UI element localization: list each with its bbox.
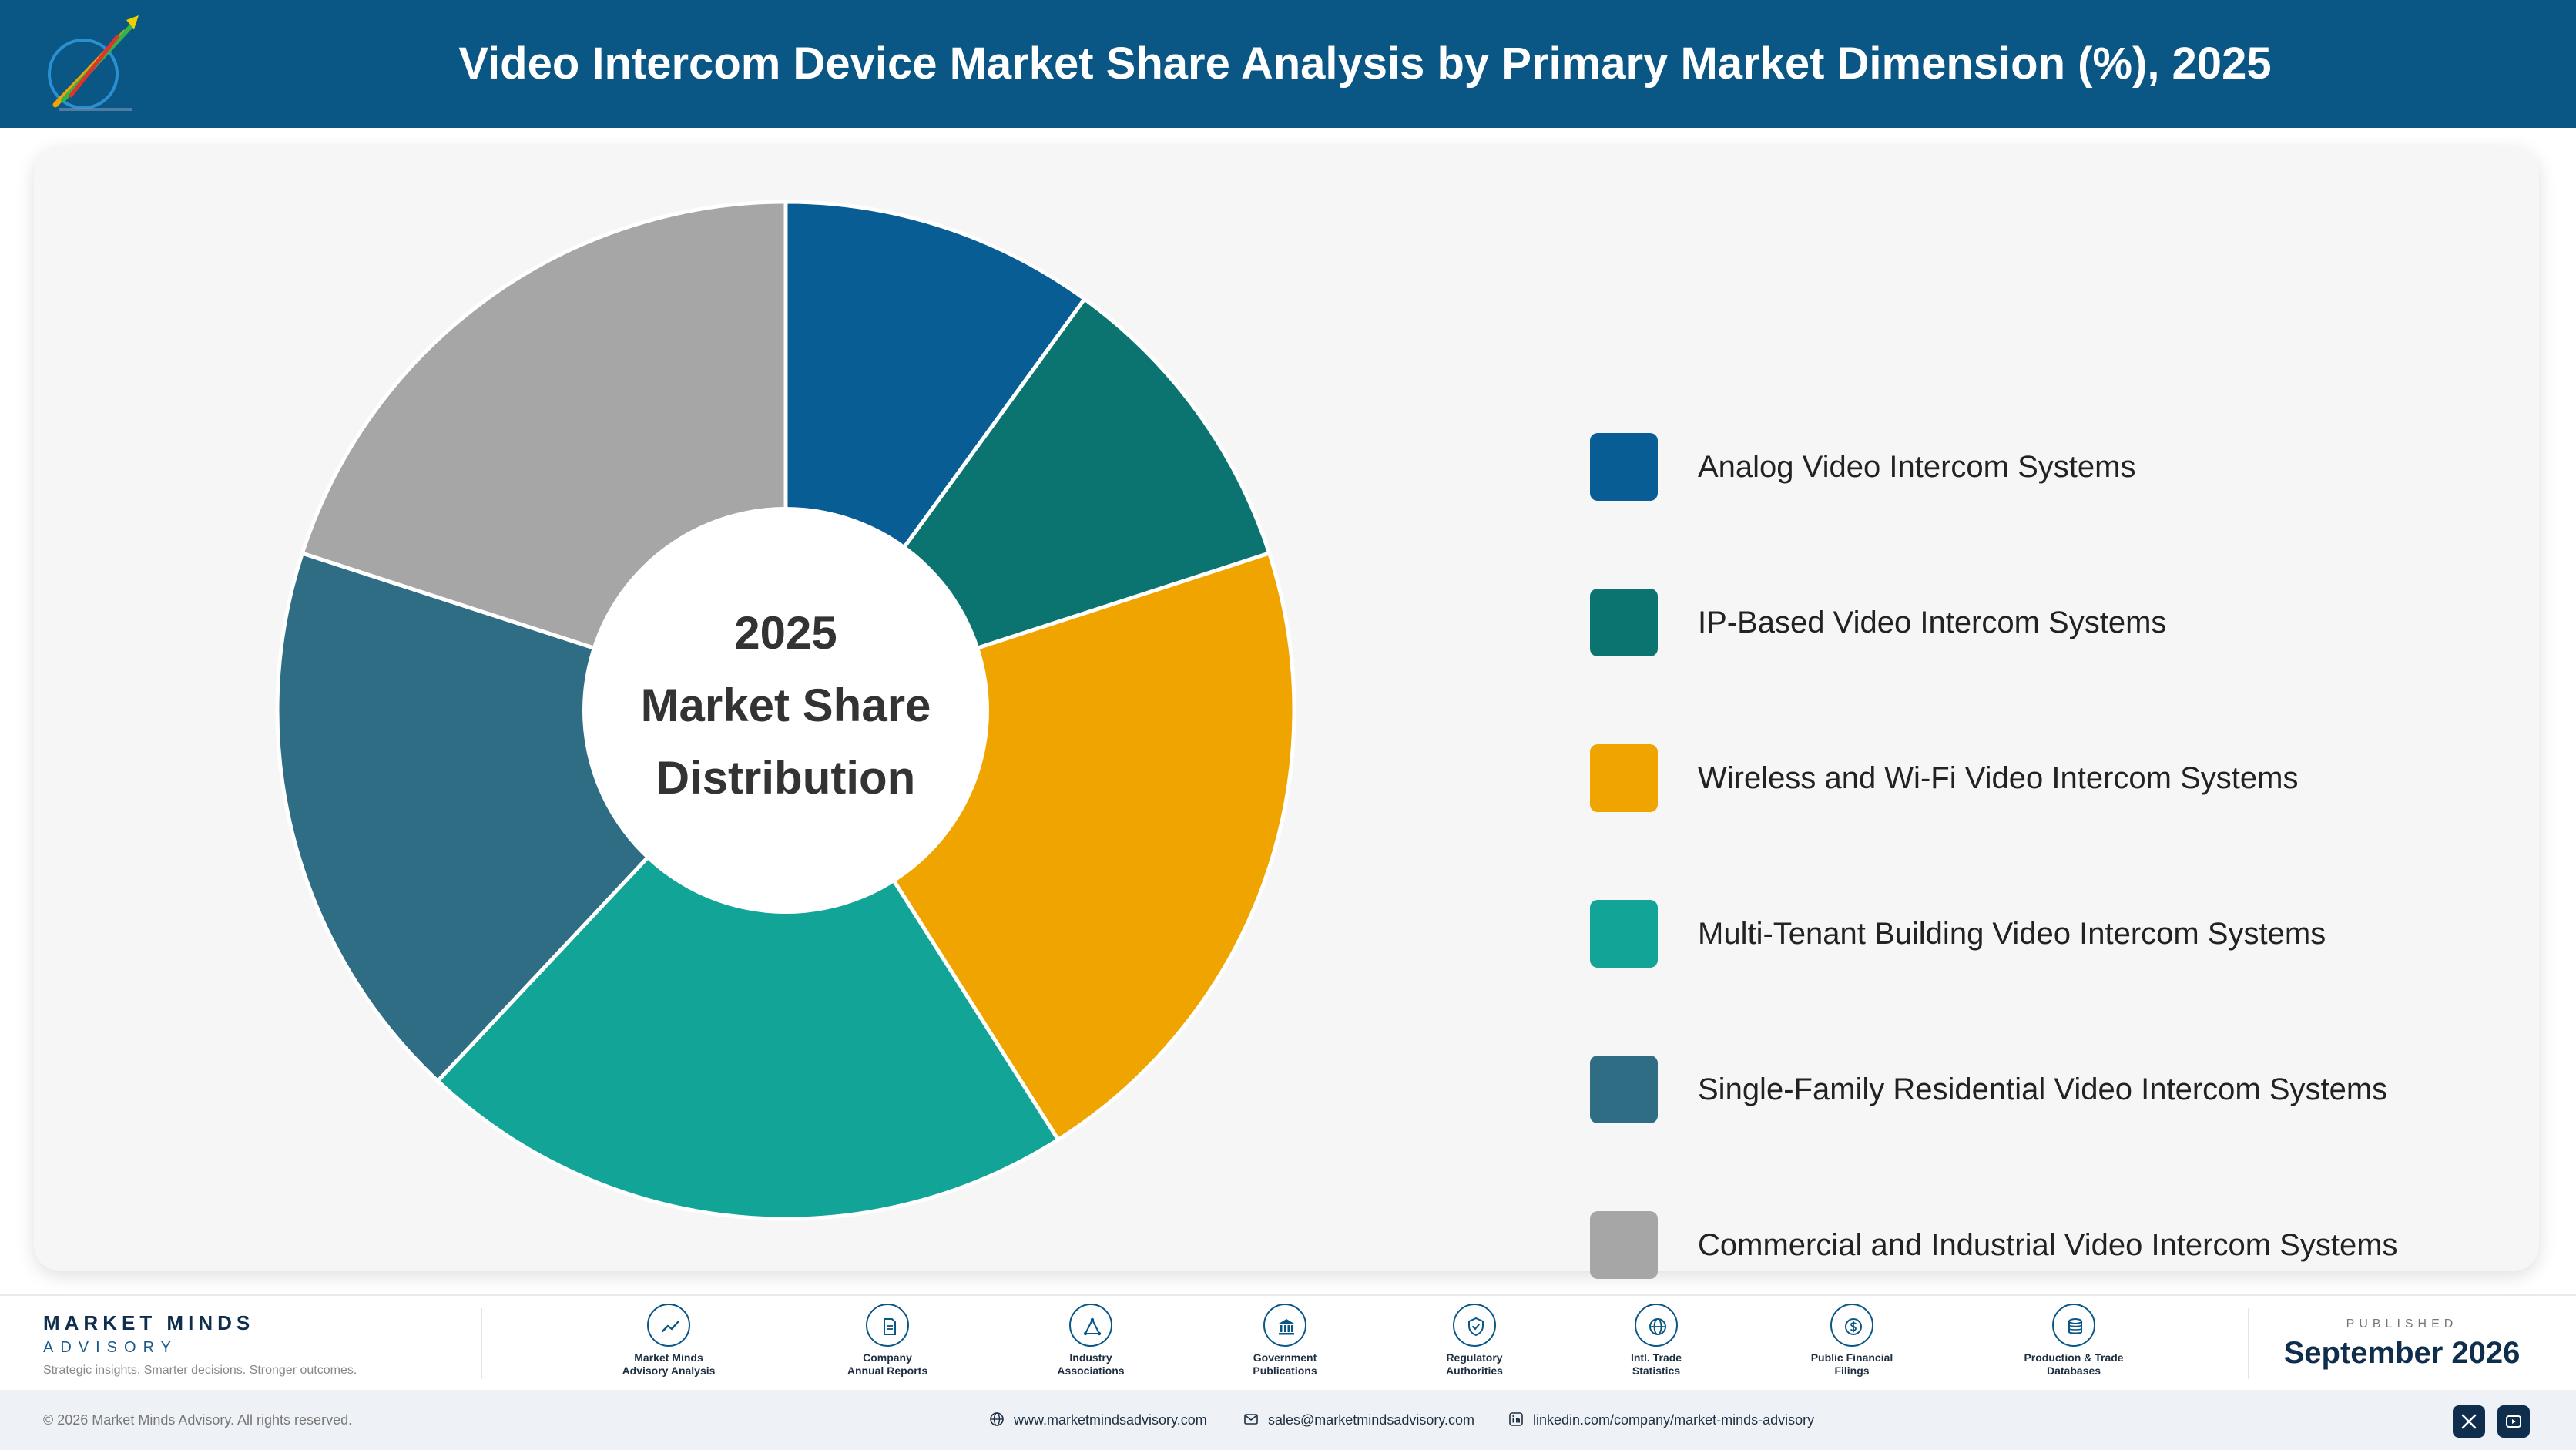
linkedin-text: linkedin.com/company/market-minds-adviso… <box>1533 1412 1815 1428</box>
legend-swatch <box>1590 589 1658 656</box>
globe-icon <box>990 1412 1004 1427</box>
source-label: Public Financial Filings <box>1810 1351 1893 1377</box>
source-label: Regulatory Authorities <box>1446 1351 1503 1377</box>
page-title: Video Intercom Device Market Share Analy… <box>458 39 2272 89</box>
linkedin-link[interactable]: linkedin.com/company/market-minds-adviso… <box>1508 1390 1814 1450</box>
published-label: PUBLISHED <box>2346 1317 2458 1331</box>
legend-item: Wireless and Wi-Fi Video Intercom System… <box>1590 744 2545 814</box>
x-social-button[interactable] <box>2453 1405 2485 1438</box>
youtube-icon <box>2506 1415 2521 1428</box>
footer-divider <box>481 1308 482 1379</box>
legend-label: Commercial and Industrial Video Intercom… <box>1698 1228 2398 1262</box>
brand-subtitle: ADVISORY <box>43 1339 178 1356</box>
source-item: Industry Associations <box>1006 1304 1176 1378</box>
website-link[interactable]: www.marketmindsadvisory.com <box>989 1390 1207 1450</box>
x-logo-icon <box>2461 1414 2477 1429</box>
document-icon <box>866 1304 909 1347</box>
email-link[interactable]: sales@marketmindsadvisory.com <box>1243 1390 1474 1450</box>
header-bar: Video Intercom Device Market Share Analy… <box>0 0 2576 128</box>
database-icon <box>2052 1304 2095 1347</box>
email-text: sales@marketmindsadvisory.com <box>1268 1412 1475 1428</box>
center-label-line3: Distribution <box>656 752 916 804</box>
legend-swatch <box>1590 900 1658 968</box>
youtube-social-button[interactable] <box>2497 1405 2530 1438</box>
legend-item: Single-Family Residential Video Intercom… <box>1590 1056 2545 1125</box>
source-label: Intl. Trade Statistics <box>1630 1351 1682 1377</box>
legend-item: Commercial and Industrial Video Intercom… <box>1590 1211 2545 1280</box>
government-building-icon <box>1263 1304 1306 1347</box>
donut-hole <box>582 507 989 914</box>
copyright-text: © 2026 Market Minds Advisory. All rights… <box>43 1412 353 1428</box>
source-item: Production & Trade Databases <box>1989 1304 2158 1378</box>
chart-card: 2025 Market Share Distribution Analog Vi… <box>34 146 2539 1279</box>
source-item: Public Financial Filings <box>1767 1304 1937 1378</box>
source-item: Government Publications <box>1200 1304 1370 1378</box>
source-label: Production & Trade Databases <box>2024 1351 2124 1377</box>
brand-tagline: Strategic insights. Smarter decisions. S… <box>43 1364 357 1377</box>
legend-swatch <box>1590 1211 1658 1279</box>
legend-swatch <box>1590 433 1658 501</box>
website-text: www.marketmindsadvisory.com <box>1014 1412 1207 1428</box>
published-date: September 2026 <box>2283 1336 2521 1370</box>
legend-label: Single-Family Residential Video Intercom… <box>1698 1072 2388 1106</box>
company-logo <box>48 15 139 111</box>
legend-item: Analog Video Intercom Systems <box>1590 433 2545 502</box>
donut-chart: 2025 Market Share Distribution <box>275 200 1296 1221</box>
legend-item: IP-Based Video Intercom Systems <box>1590 589 2545 658</box>
footer: MARKET MINDS ADVISORY Strategic insights… <box>0 1294 2576 1388</box>
source-item: Company Annual Reports <box>803 1304 972 1378</box>
shield-check-icon <box>1453 1304 1496 1347</box>
mail-icon <box>1244 1414 1258 1425</box>
legend-label: Analog Video Intercom Systems <box>1698 450 2136 484</box>
source-label: Government Publications <box>1253 1351 1317 1377</box>
bottom-bar: © 2026 Market Minds Advisory. All rights… <box>0 1390 2576 1450</box>
trend-chart-icon <box>647 1304 690 1347</box>
linkedin-icon <box>1509 1412 1523 1427</box>
legend-label: IP-Based Video Intercom Systems <box>1698 606 2167 639</box>
source-item: Market Minds Advisory Analysis <box>584 1304 753 1378</box>
source-label: Industry Associations <box>1057 1351 1125 1377</box>
dollar-coin-icon <box>1830 1304 1873 1347</box>
source-label: Market Minds Advisory Analysis <box>622 1351 716 1377</box>
legend-swatch <box>1590 1056 1658 1123</box>
legend-item: Multi-Tenant Building Video Intercom Sys… <box>1590 900 2545 969</box>
center-label-year: 2025 <box>734 607 837 659</box>
legend-label: Multi-Tenant Building Video Intercom Sys… <box>1698 917 2326 951</box>
globe-icon <box>1635 1304 1678 1347</box>
pie-slice-4 <box>435 708 1061 1221</box>
network-icon <box>1069 1304 1112 1347</box>
source-item: Regulatory Authorities <box>1390 1304 1559 1378</box>
center-label-line2: Market Share <box>641 680 931 731</box>
source-item: Intl. Trade Statistics <box>1571 1304 1741 1378</box>
footer-divider <box>2248 1308 2249 1379</box>
brand-name: MARKET MINDS <box>43 1311 255 1334</box>
legend-swatch <box>1590 744 1658 812</box>
source-label: Company Annual Reports <box>847 1351 928 1377</box>
legend-label: Wireless and Wi-Fi Video Intercom System… <box>1698 761 2299 795</box>
